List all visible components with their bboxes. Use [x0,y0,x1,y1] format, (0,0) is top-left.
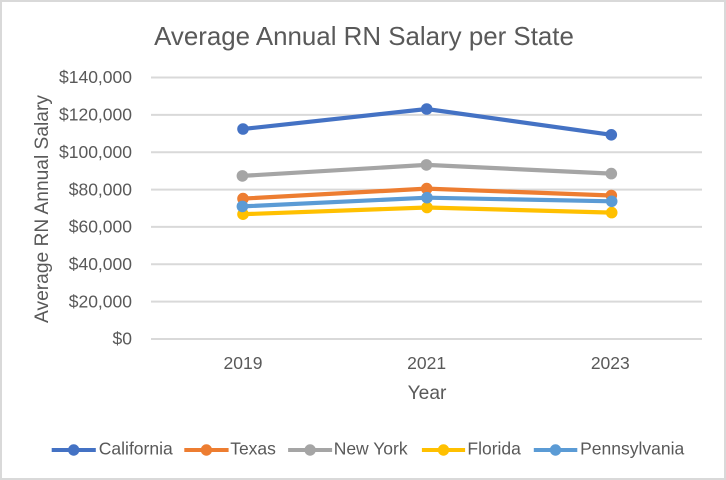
svg-text:California: California [99,439,173,459]
svg-text:$80,000: $80,000 [69,179,133,199]
svg-text:2019: 2019 [224,353,263,373]
svg-text:Year: Year [408,383,447,404]
svg-text:Average Annual RN Salary per S: Average Annual RN Salary per State [154,23,574,51]
svg-text:$120,000: $120,000 [59,105,132,125]
svg-text:$60,000: $60,000 [69,217,133,237]
svg-text:Florida: Florida [467,439,521,459]
svg-text:$140,000: $140,000 [59,67,132,87]
svg-text:Average RN Annual Salary: Average RN Annual Salary [32,95,53,323]
svg-text:2023: 2023 [591,353,630,373]
svg-text:$40,000: $40,000 [69,254,133,274]
svg-text:$100,000: $100,000 [59,142,132,162]
svg-text:New York: New York [334,439,408,459]
svg-text:$0: $0 [113,329,133,349]
svg-text:$20,000: $20,000 [69,291,133,311]
svg-text:2021: 2021 [407,353,446,373]
svg-text:Texas: Texas [230,439,276,459]
svg-text:Pennsylvania: Pennsylvania [580,439,684,459]
